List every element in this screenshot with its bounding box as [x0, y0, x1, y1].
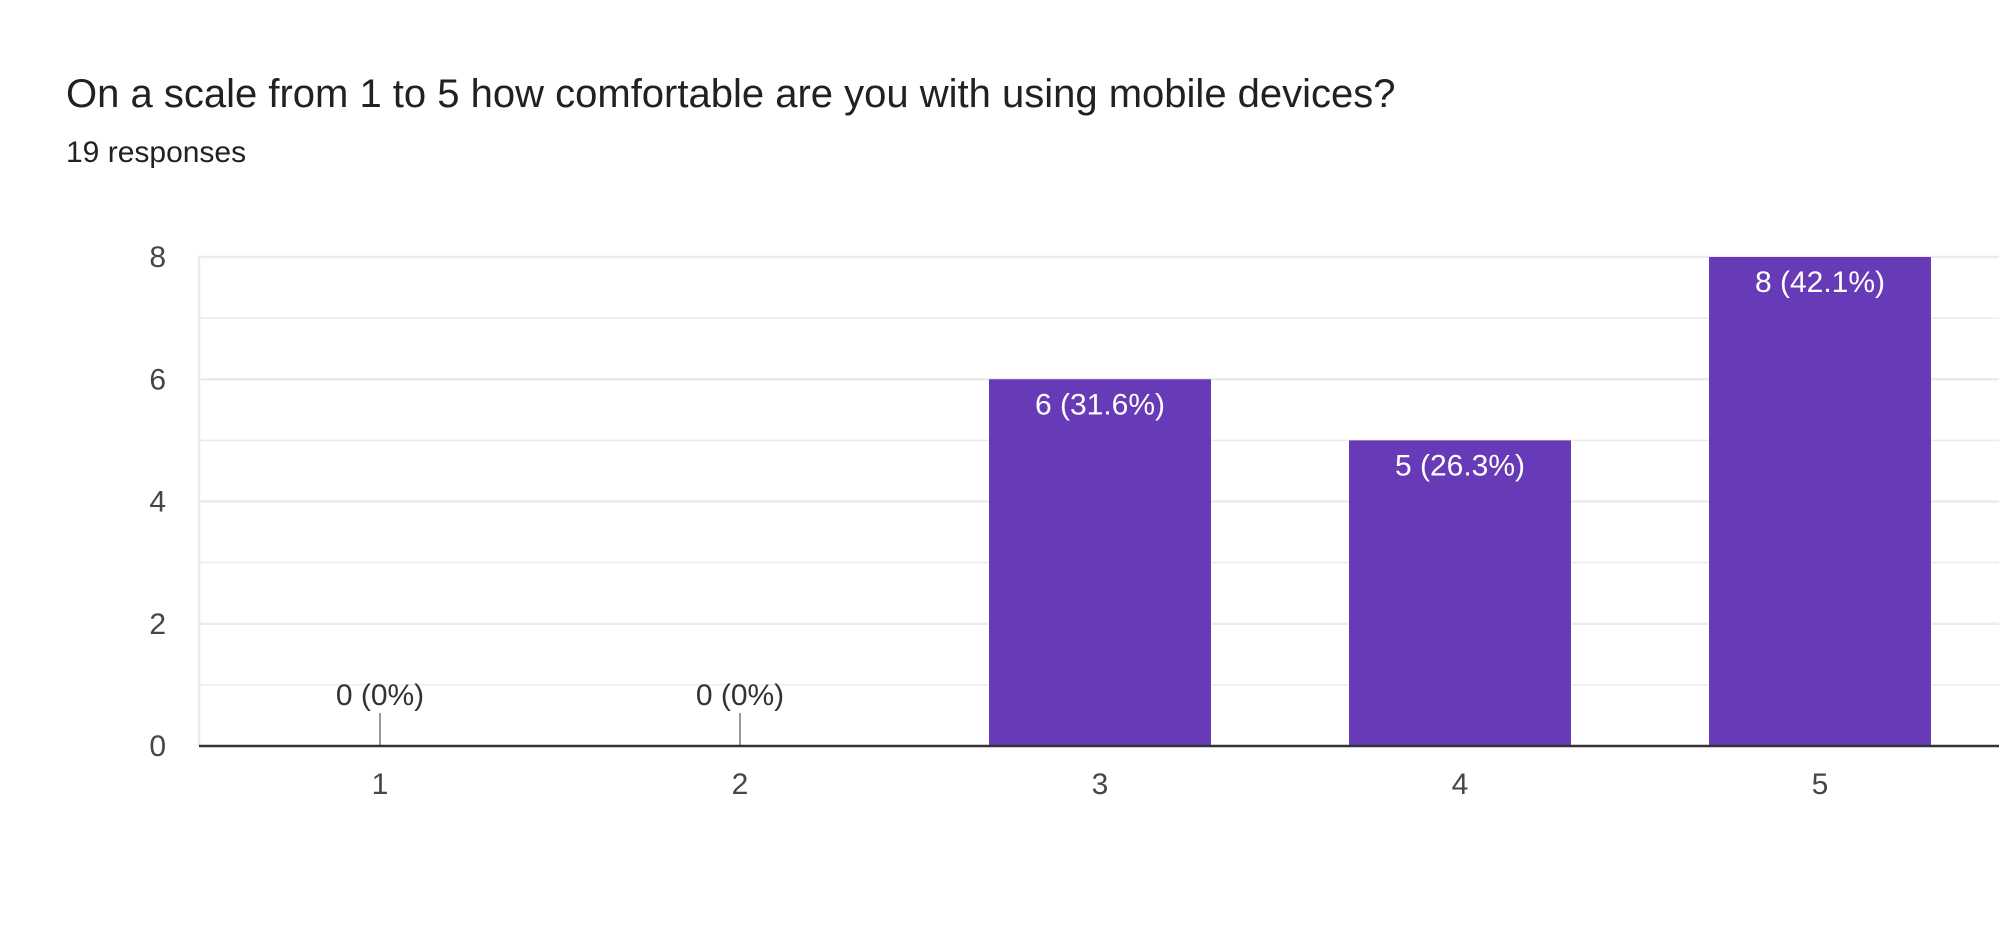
x-axis-ticks: 1 2 3 4 5 [372, 768, 1829, 801]
data-labels: 0 (0%) 0 (0%) 6 (31.6%) 5 (26.3%) 8 (42.1%) [336, 266, 1885, 712]
data-label: 0 (0%) [336, 679, 424, 712]
data-label: 0 (0%) [696, 679, 784, 712]
y-tick-label: 8 [149, 241, 166, 274]
chart-title: On a scale from 1 to 5 how comfortable a… [66, 72, 1396, 116]
bar [1709, 257, 1931, 746]
response-count: 19 responses [66, 136, 247, 169]
bar [989, 379, 1211, 746]
y-tick-label: 4 [149, 486, 166, 519]
y-axis-ticks: 0 2 4 6 8 [149, 241, 166, 763]
data-label: 6 (31.6%) [1035, 388, 1165, 421]
x-tick-label: 5 [1812, 768, 1829, 801]
data-label: 5 (26.3%) [1395, 449, 1525, 482]
bar [1349, 440, 1571, 746]
y-tick-label: 6 [149, 363, 166, 396]
x-tick-label: 2 [732, 768, 749, 801]
y-tick-label: 2 [149, 608, 166, 641]
x-tick-label: 3 [1092, 768, 1109, 801]
x-tick-label: 1 [372, 768, 389, 801]
bars [379, 257, 1931, 746]
y-tick-label: 0 [149, 730, 166, 763]
data-label: 8 (42.1%) [1755, 266, 1885, 299]
x-tick-label: 4 [1452, 768, 1469, 801]
